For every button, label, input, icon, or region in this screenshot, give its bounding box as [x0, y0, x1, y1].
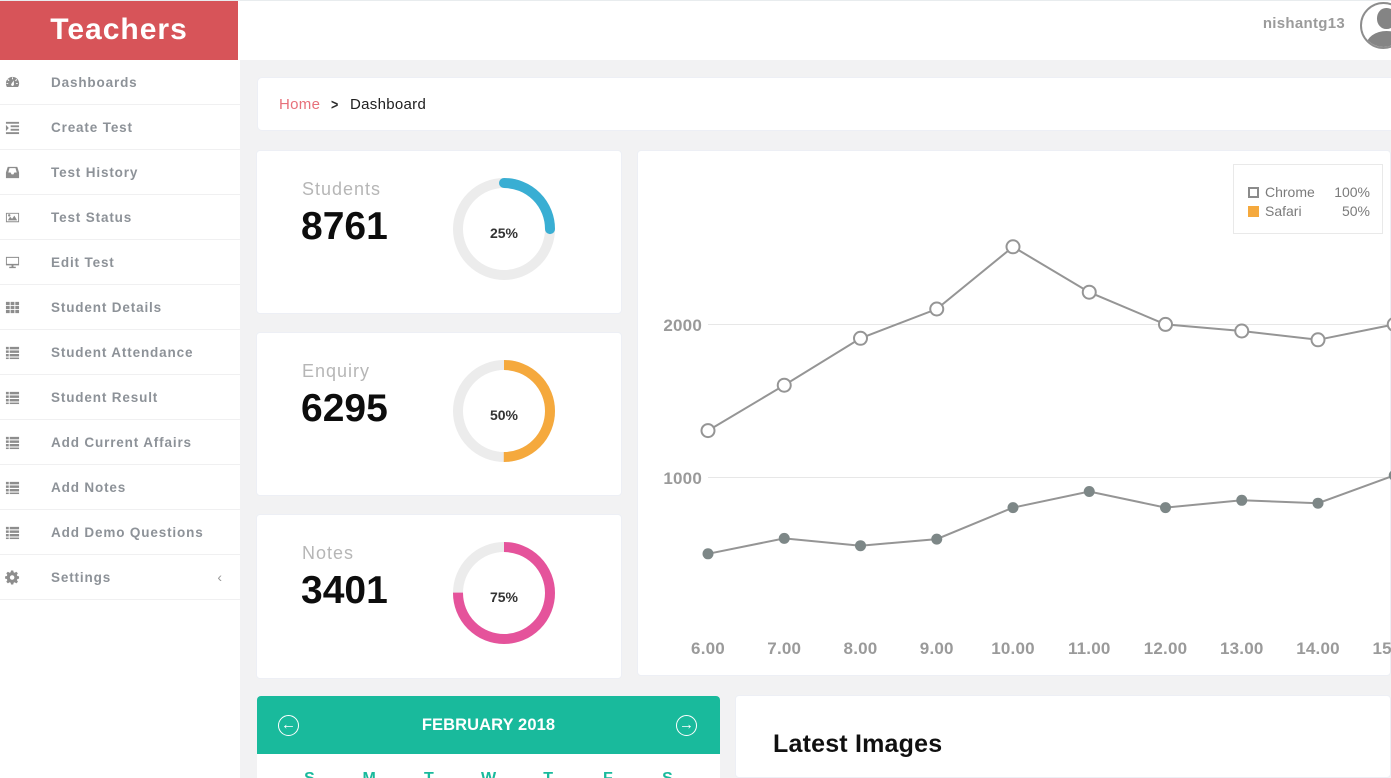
svg-text:25%: 25% [490, 225, 519, 241]
svg-text:75%: 75% [490, 589, 519, 605]
svg-text:50%: 50% [490, 407, 519, 423]
